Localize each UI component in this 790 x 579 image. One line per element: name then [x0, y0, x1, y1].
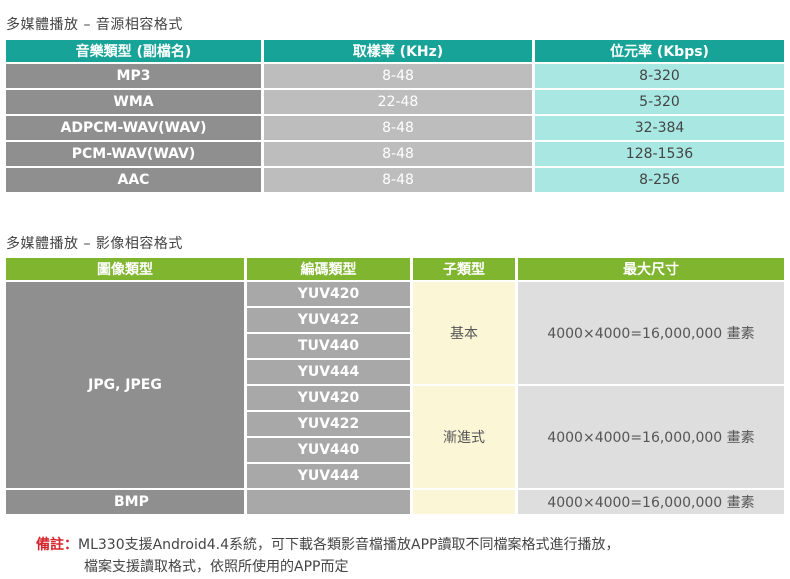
sample-rate-cell: 8-48	[264, 64, 532, 88]
header-sample-rate: 取樣率 (KHz)	[264, 40, 532, 62]
header-max-size: 最大尺寸	[518, 258, 784, 280]
table-row: ADPCM-WAV(WAV) 8-48 32-384	[6, 116, 784, 140]
sample-rate-cell: 8-48	[264, 168, 532, 192]
codec-cell: YUV420	[247, 386, 410, 410]
audio-type-cell: ADPCM-WAV(WAV)	[6, 116, 261, 140]
codec-cell: YUV422	[247, 412, 410, 436]
codec-cell: YUV444	[247, 464, 410, 488]
image-section-title: 多媒體播放 – 影像相容格式	[6, 236, 183, 252]
subtype-basic-cell: 基本	[413, 282, 515, 384]
header-audio-type: 音樂類型 (副檔名)	[6, 40, 261, 62]
bit-rate-cell: 128-1536	[535, 142, 784, 166]
header-image-type: 圖像類型	[6, 258, 244, 280]
table-row: YUV444	[6, 464, 784, 488]
codec-cell: YUV440	[247, 438, 410, 462]
bit-rate-cell: 8-256	[535, 168, 784, 192]
table-row: MP3 8-48 8-320	[6, 64, 784, 88]
table-row: AAC 8-48 8-256	[6, 168, 784, 192]
audio-section-title: 多媒體播放 – 音源相容格式	[6, 17, 183, 33]
table-row: YUV422	[6, 412, 784, 436]
audio-type-cell: MP3	[6, 64, 261, 88]
codec-empty-cell	[247, 490, 410, 514]
audio-format-table: 音樂類型 (副檔名) 取樣率 (KHz) 位元率 (Kbps) MP3 8-48…	[3, 38, 787, 194]
image-format-table: 圖像類型 編碼類型 子類型 最大尺寸 JPG, JPEG YUV420 基本 4…	[3, 256, 787, 516]
header-bit-rate: 位元率 (Kbps)	[535, 40, 784, 62]
note-line-2: 檔案支援讀取格式，依照所使用的APP而定	[84, 559, 349, 575]
codec-cell: YUV420	[247, 282, 410, 306]
subtype-empty-cell	[413, 490, 515, 514]
sample-rate-cell: 8-48	[264, 116, 532, 140]
codec-cell: TUV440	[247, 334, 410, 358]
table-row: WMA 22-48 5-320	[6, 90, 784, 114]
max-size-progressive-cell: 4000×4000=16,000,000 畫素	[518, 386, 784, 488]
note-text-1: ML330支援Android4.4系統，可下載各類影音檔播放APP讀取不同檔案格…	[78, 537, 620, 553]
jpg-type-cell: JPG, JPEG	[6, 282, 244, 488]
header-subtype: 子類型	[413, 258, 515, 280]
table-row: YUV444	[6, 360, 784, 384]
codec-cell: YUV444	[247, 360, 410, 384]
table-row: PCM-WAV(WAV) 8-48 128-1536	[6, 142, 784, 166]
bit-rate-cell: 8-320	[535, 64, 784, 88]
header-codec-type: 編碼類型	[247, 258, 410, 280]
bmp-type-cell: BMP	[6, 490, 244, 514]
sample-rate-cell: 8-48	[264, 142, 532, 166]
bit-rate-cell: 32-384	[535, 116, 784, 140]
table-row: YUV440	[6, 438, 784, 462]
bmp-max-size-cell: 4000×4000=16,000,000 畫素	[518, 490, 784, 514]
table-row: YUV420 漸進式 4000×4000=16,000,000 畫素	[6, 386, 784, 488]
codec-cell: YUV422	[247, 308, 410, 332]
table-row: BMP 4000×4000=16,000,000 畫素	[6, 490, 784, 514]
note-label: 備註：	[36, 537, 78, 553]
sample-rate-cell: 22-48	[264, 90, 532, 114]
max-size-basic-cell: 4000×4000=16,000,000 畫素	[518, 282, 784, 384]
table-row: JPG, JPEG YUV420 基本 4000×4000=16,000,000…	[6, 282, 784, 488]
audio-type-cell: PCM-WAV(WAV)	[6, 142, 261, 166]
audio-type-cell: WMA	[6, 90, 261, 114]
subtype-progressive-cell: 漸進式	[413, 386, 515, 488]
audio-type-cell: AAC	[6, 168, 261, 192]
note-line-1: 備註：ML330支援Android4.4系統，可下載各類影音檔播放APP讀取不同…	[36, 534, 619, 554]
table-row: YUV422	[6, 308, 784, 332]
bit-rate-cell: 5-320	[535, 90, 784, 114]
table-row: TUV440	[6, 334, 784, 358]
